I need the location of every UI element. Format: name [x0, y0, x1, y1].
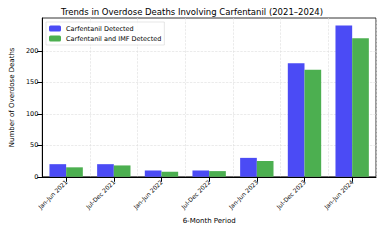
- svg-text:100: 100: [26, 110, 38, 118]
- svg-text:150: 150: [26, 78, 38, 86]
- svg-text:Carfentanil and IMF Detected: Carfentanil and IMF Detected: [66, 35, 161, 43]
- svg-text:Carfentanil Detected: Carfentanil Detected: [66, 25, 134, 33]
- svg-text:0: 0: [34, 173, 38, 181]
- svg-text:50: 50: [30, 141, 38, 149]
- svg-text:Trends in Overdose Deaths Invo: Trends in Overdose Deaths Involving Carf…: [60, 7, 323, 17]
- svg-text:200: 200: [26, 47, 38, 55]
- svg-text:Number of Overdose Deaths: Number of Overdose Deaths: [8, 47, 16, 147]
- svg-text:6-Month Period: 6-Month Period: [183, 217, 236, 225]
- svg-text:Jan-Jun 2024: Jan-Jun 2024: [322, 178, 356, 212]
- svg-text:Jan-Jun 2023: Jan-Jun 2023: [227, 178, 261, 212]
- svg-text:Jan-Jun 2022: Jan-Jun 2022: [131, 178, 165, 212]
- svg-text:Jul-Dec 2023: Jul-Dec 2023: [274, 178, 307, 211]
- svg-text:Jul-Dec 2022: Jul-Dec 2022: [179, 178, 212, 211]
- svg-text:Jul-Dec 2021: Jul-Dec 2021: [84, 178, 117, 211]
- svg-text:Jan-Jun 2021: Jan-Jun 2021: [36, 178, 70, 212]
